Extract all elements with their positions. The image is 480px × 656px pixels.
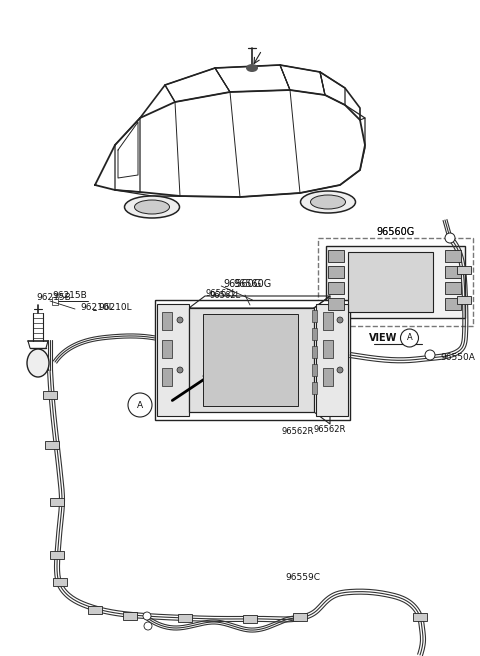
Text: A: A (137, 401, 143, 409)
Text: 96210L: 96210L (80, 302, 114, 312)
Bar (457, 296, 471, 304)
Circle shape (425, 350, 435, 360)
Circle shape (337, 317, 343, 323)
Bar (318, 238, 473, 326)
Bar (328, 250, 344, 262)
Bar (157, 304, 189, 416)
Bar (445, 298, 461, 310)
Text: A: A (407, 333, 412, 342)
Text: 96562R: 96562R (314, 426, 346, 434)
Bar (326, 246, 465, 318)
Text: 96215B: 96215B (52, 291, 87, 300)
Ellipse shape (134, 200, 169, 214)
Ellipse shape (300, 191, 356, 213)
Circle shape (128, 393, 152, 417)
Text: 96562L: 96562L (210, 291, 241, 300)
Circle shape (337, 367, 343, 373)
Bar (328, 282, 344, 294)
Bar (155, 300, 350, 420)
Bar (50, 498, 64, 506)
Circle shape (177, 367, 183, 373)
Bar (293, 613, 307, 621)
Bar (348, 252, 433, 312)
Bar (178, 614, 192, 622)
Circle shape (144, 622, 152, 630)
Bar (53, 578, 67, 586)
Ellipse shape (27, 349, 49, 377)
Bar (323, 368, 333, 386)
Text: 96560G: 96560G (223, 279, 262, 289)
Bar (203, 314, 298, 406)
Bar (328, 266, 344, 278)
Bar (88, 606, 102, 614)
Circle shape (445, 233, 455, 243)
Ellipse shape (124, 196, 180, 218)
Bar (189, 308, 314, 412)
Bar (312, 346, 317, 358)
Bar (162, 368, 172, 386)
Bar (162, 340, 172, 358)
Text: VIEW: VIEW (369, 333, 398, 343)
Bar (52, 297, 58, 305)
Text: 96550A: 96550A (440, 354, 475, 363)
Text: 96562L: 96562L (205, 289, 236, 298)
Circle shape (400, 329, 419, 347)
Bar (243, 615, 257, 623)
Bar (445, 250, 461, 262)
Bar (323, 340, 333, 358)
Bar (45, 441, 59, 449)
Text: 96560G: 96560G (233, 279, 272, 289)
Bar (323, 312, 333, 330)
Bar (312, 382, 317, 394)
Bar (445, 266, 461, 278)
Text: 96560G: 96560G (376, 227, 415, 237)
Bar (413, 613, 427, 621)
Bar (328, 298, 344, 310)
Bar (162, 312, 172, 330)
Circle shape (177, 317, 183, 323)
Bar (316, 304, 348, 416)
Text: 96210L: 96210L (98, 304, 132, 312)
Bar (312, 328, 317, 340)
Ellipse shape (311, 195, 346, 209)
Bar (43, 391, 57, 399)
Bar (312, 310, 317, 322)
Bar (457, 266, 471, 274)
Circle shape (143, 612, 151, 620)
Bar (123, 612, 137, 620)
Text: 96562R: 96562R (282, 428, 314, 436)
Text: 96215B: 96215B (36, 293, 71, 302)
Text: 96560G: 96560G (376, 227, 415, 237)
Bar (50, 551, 64, 559)
Text: 96559C: 96559C (285, 573, 320, 583)
Bar (312, 364, 317, 376)
Ellipse shape (246, 64, 258, 72)
Bar (445, 282, 461, 294)
